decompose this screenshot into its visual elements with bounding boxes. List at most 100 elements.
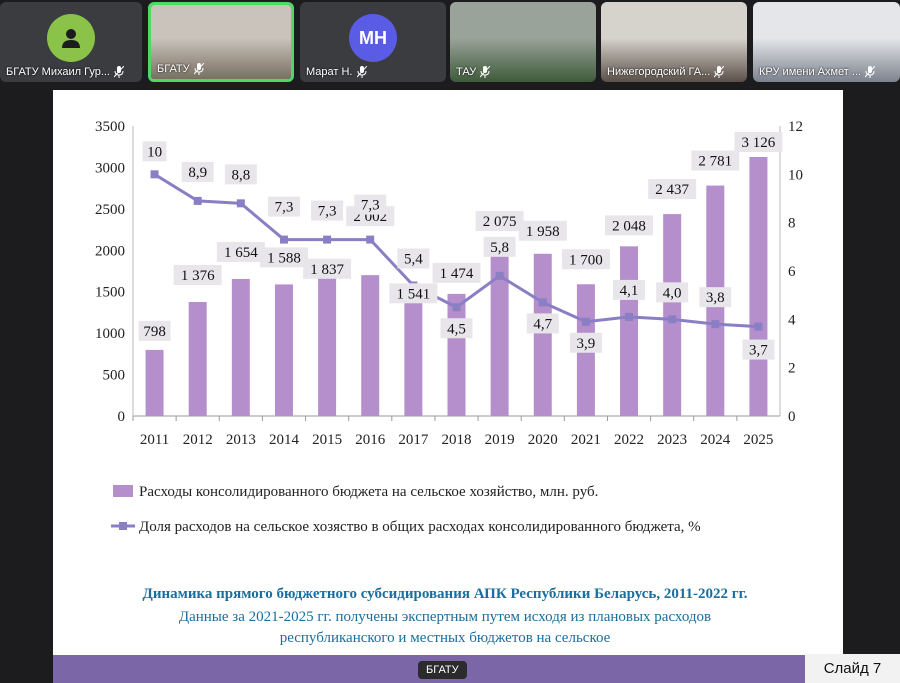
participant-tile[interactable]: БГАТУ Михаил Гур... [0, 2, 142, 82]
participant-name: Марат Н. [306, 66, 367, 78]
y-left-tick-label: 1500 [95, 285, 125, 301]
bar [620, 246, 639, 416]
line-data-label: 5,8 [490, 240, 509, 256]
line-point [538, 298, 547, 307]
x-tick-label: 2011 [140, 432, 169, 448]
y-right-tick-label: 4 [788, 312, 796, 328]
bar-data-label: 798 [143, 324, 166, 340]
line-data-label-bg [267, 196, 300, 217]
bar-data-label: 1 474 [440, 266, 474, 282]
x-tick-label: 2012 [183, 432, 213, 448]
bar [318, 263, 337, 416]
participant-tile[interactable]: КРУ имени Ахмет ... [753, 2, 900, 82]
line-data-label: 7,3 [318, 204, 337, 220]
bar [533, 253, 552, 416]
line-data-label-bg [656, 282, 689, 303]
bar-data-label-bg [605, 215, 654, 236]
caption-line-2: Данные за 2021-2025 гг. получены эксперт… [178, 609, 712, 625]
bar-data-label-bg [173, 264, 222, 285]
participant-tile[interactable]: БГАТУ [148, 2, 294, 82]
line-data-label-bg [613, 279, 646, 300]
mic-muted-icon [113, 66, 124, 78]
bar [404, 288, 423, 416]
bar-data-label: 2 075 [483, 214, 517, 230]
line-point [279, 235, 288, 244]
chart: 0 500 1000 1500 2000 2500 3000 3500 0 2 4 6 8 10 12 201… [95, 119, 803, 535]
x-tick-label: 2014 [269, 432, 300, 448]
line-data-label: 7,3 [275, 200, 294, 216]
line-data-label: 10 [147, 144, 162, 160]
bar-data-label: 1 700 [569, 252, 603, 268]
participant-name-text: БГАТУ [157, 63, 190, 75]
x-tick-label: 2017 [398, 432, 429, 448]
line-data-label: 4,1 [620, 283, 639, 299]
line-point [711, 320, 720, 329]
x-tick-label: 2018 [442, 432, 472, 448]
line-data-label-bg [397, 248, 430, 269]
legend-label-line: Доля расходов на сельское хозяство в общ… [139, 519, 701, 535]
right-margin [843, 90, 900, 683]
bar-data-label: 2 437 [655, 182, 689, 198]
bar-data-label: 3 126 [742, 135, 776, 151]
participant-tile[interactable]: МН Марат Н. [300, 2, 446, 82]
video-feed [151, 5, 291, 79]
line-data-label-bg [142, 141, 167, 162]
x-tick-label: 2024 [700, 432, 731, 448]
bar-data-label-bg [475, 211, 524, 232]
bar-data-label-bg [518, 220, 567, 241]
line-data-label: 3,9 [577, 336, 596, 352]
line-data-label-bg [483, 236, 516, 257]
bar-data-label: 1 588 [267, 250, 301, 266]
y-left-tick-label: 2000 [95, 243, 125, 259]
shared-slide: 0 500 1000 1500 2000 2500 3000 3500 0 2 4 6 8 10 12 201… [53, 90, 843, 657]
video-feed [753, 2, 900, 82]
bar-data-label-bg [432, 262, 481, 283]
legend-swatch-point [119, 522, 127, 530]
bar-data-label: 1 376 [181, 268, 215, 284]
line-point [495, 271, 504, 280]
bar [231, 278, 250, 416]
bar-data-label: 2 781 [698, 154, 732, 170]
y-left-tick-label: 500 [103, 368, 126, 384]
participant-tile[interactable]: ТАУ [450, 2, 596, 82]
x-tick-label: 2021 [571, 432, 601, 448]
x-tick-label: 2023 [657, 432, 687, 448]
y-left-tick-label: 0 [118, 409, 126, 425]
caption-line-3: республиканского и местных бюджетов на с… [279, 630, 611, 646]
line-data-label: 3,8 [706, 290, 725, 306]
y-right-tick-label: 10 [788, 167, 803, 183]
line-data-label-bg [699, 287, 732, 308]
line-point [193, 196, 202, 205]
participant-name-text: КРУ имени Ахмет ... [759, 66, 862, 78]
participant-strip: БГАТУ Михаил Гур... БГАТУ МН Марат Н. ТАУ Ниж… [0, 0, 900, 86]
participant-name: КРУ имени Ахмет ... [759, 66, 876, 78]
mic-muted-icon [193, 63, 204, 75]
bar [188, 301, 207, 416]
bar-data-label-bg [691, 150, 740, 171]
participant-name-text: Марат Н. [306, 66, 353, 78]
participant-name: БГАТУ Михаил Гур... [6, 66, 124, 78]
caption-title: Динамика прямого бюджетного субсидирован… [142, 586, 748, 602]
participant-name: ТАУ [456, 66, 491, 78]
participant-name-text: БГАТУ Михаил Гур... [6, 66, 110, 78]
video-feed [450, 2, 596, 82]
bar-data-label-bg [216, 241, 265, 262]
y-left-tick-label: 3500 [95, 119, 125, 135]
line-point [150, 170, 159, 179]
x-tick-label: 2019 [485, 432, 515, 448]
avatar: МН [349, 14, 397, 62]
line-data-label: 7,3 [361, 198, 380, 214]
line-point [754, 322, 763, 331]
user-icon [62, 29, 80, 48]
video-feed [601, 2, 747, 82]
y-left-tick-label: 2500 [95, 202, 125, 218]
participant-tile[interactable]: Нижегородский ГА... [601, 2, 747, 82]
y-left-tick-label: 3000 [95, 160, 125, 176]
line-point [366, 235, 375, 244]
bar-data-label: 1 837 [310, 262, 344, 278]
line-point [625, 312, 634, 321]
bar-data-label-bg [259, 247, 308, 268]
participant-name: БГАТУ [157, 63, 204, 75]
x-tick-label: 2016 [355, 432, 386, 448]
y-right-tick-label: 0 [788, 409, 796, 425]
